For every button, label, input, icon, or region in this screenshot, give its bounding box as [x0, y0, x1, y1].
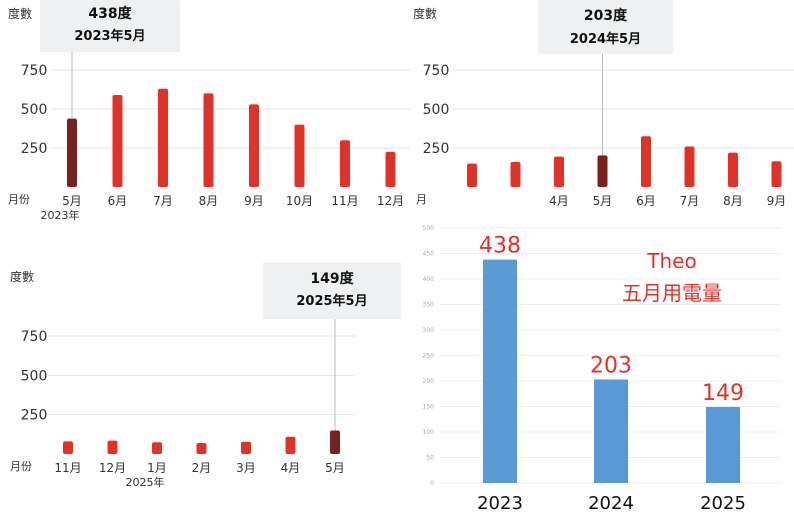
chart3-ytick-label: 500	[21, 368, 48, 384]
chart4-ytick-label: 350	[423, 302, 435, 309]
chart2-tooltip-date: 2024年5月	[570, 31, 641, 47]
chart4-ytick-label: 150	[423, 404, 435, 411]
chart4-annotation-line2: 五月用電量	[622, 281, 722, 305]
chart2-bar	[554, 156, 564, 187]
chart4-category-label: 2024	[588, 493, 634, 514]
chart2-bar	[597, 155, 608, 187]
chart1-category-label: 11月	[331, 194, 358, 208]
chart4-ytick-label: 400	[423, 276, 435, 283]
chart1-category-label: 9月	[244, 194, 264, 208]
chart1-year-label: 2023年	[41, 208, 80, 222]
chart3-category-label: 11月	[54, 461, 81, 475]
chart3-category-label: 5月	[325, 461, 345, 475]
chart1-xlabel: 月份	[8, 193, 30, 206]
chart2-ytick-label: 250	[423, 141, 450, 157]
chart3-tooltip-value: 149度	[310, 270, 354, 287]
chart3-ylabel: 度數	[10, 269, 34, 284]
chart2-tooltip-box	[538, 0, 673, 54]
chart3-tooltip-box	[263, 262, 401, 319]
chart3-category-label: 3月	[236, 461, 256, 475]
chart2-bar	[684, 146, 695, 187]
chart2-ylabel: 度數	[413, 6, 437, 21]
chart1-category-label: 6月	[108, 194, 128, 208]
chart4-category-label: 2025	[700, 493, 746, 514]
chart2-bar	[467, 163, 477, 187]
chart3-year-label: 2025年	[126, 475, 165, 489]
chart2-bar	[728, 152, 738, 187]
chart1-ytick-label: 750	[21, 63, 48, 79]
chart3-tooltip-date: 2025年5月	[296, 293, 367, 309]
chart1-bar	[340, 140, 350, 187]
chart2-category-label: 9月	[767, 194, 787, 208]
chart3-category-label: 2月	[192, 461, 212, 475]
chart2-category-label: 8月	[723, 194, 743, 208]
chart2-category-label: 7月	[680, 194, 700, 208]
chart4-ytick-label: 100	[423, 429, 435, 436]
chart1-ytick-label: 250	[21, 141, 48, 157]
chart3-bar	[330, 430, 340, 454]
chart3-ytick-label: 250	[21, 408, 48, 424]
chart2-category-label: 4月	[549, 194, 569, 208]
chart4-ytick-label: 0	[430, 480, 434, 487]
chart4-ytick-label: 500	[423, 225, 435, 232]
chart2-xlabel: 月	[416, 193, 427, 206]
chart1-bar	[203, 93, 214, 187]
chart2-bar	[641, 136, 651, 187]
chart3-bar	[241, 441, 251, 454]
chart1-bar	[294, 124, 305, 187]
chart3-bar	[107, 440, 118, 454]
chart4-bar	[706, 407, 740, 483]
chart1-tooltip-box	[40, 0, 180, 52]
chart4-ytick-label: 200	[423, 378, 435, 385]
chart3-category-label: 4月	[281, 461, 301, 475]
chart3-ytick-label: 750	[21, 329, 48, 345]
chart1-category-label: 8月	[199, 194, 219, 208]
chart1-bar	[67, 118, 77, 187]
chart2-ytick-label: 500	[423, 102, 450, 118]
chart4-ytick-label: 300	[423, 327, 435, 334]
chart1-category-label: 10月	[286, 194, 313, 208]
chart4-data-label: 203	[590, 353, 632, 378]
chart2-category-label: 5月	[593, 194, 613, 208]
chart4-bar	[483, 259, 517, 483]
chart4-annotation-line1: Theo	[646, 249, 696, 273]
chart4-data-label: 149	[702, 381, 744, 406]
chart1-ylabel: 度數	[8, 6, 32, 21]
chart1-ytick-label: 500	[21, 102, 48, 118]
chart3-bar	[285, 436, 296, 454]
chart2-category-label: 6月	[636, 194, 656, 208]
chart2-ytick-label: 750	[423, 63, 450, 79]
chart1-tooltip-value: 438度	[88, 5, 132, 22]
chart4-category-label: 2023	[477, 493, 523, 514]
chart1-category-label: 5月	[62, 194, 82, 208]
chart3-xlabel: 月份	[10, 460, 32, 473]
chart1-category-label: 12月	[377, 194, 404, 208]
chart1-bar	[112, 94, 123, 187]
chart1-bar	[158, 88, 168, 187]
chart1-bar	[249, 104, 259, 187]
chart4-bar	[594, 379, 628, 483]
chart3-bar	[196, 442, 207, 454]
chart3-bar	[152, 442, 162, 454]
chart1-bar	[385, 151, 396, 187]
chart1-category-label: 7月	[153, 194, 173, 208]
chart1-tooltip-date: 2023年5月	[74, 28, 145, 44]
chart3-category-label: 1月	[147, 461, 167, 475]
chart4-ytick-label: 250	[423, 353, 435, 360]
chart4-ytick-label: 50	[426, 455, 434, 462]
chart4-ytick-label: 450	[423, 251, 435, 258]
chart3-bar	[63, 441, 73, 454]
chart2-tooltip-value: 203度	[584, 7, 628, 24]
chart4-data-label: 438	[479, 234, 521, 259]
chart3-category-label: 12月	[99, 461, 126, 475]
chart2-bar	[510, 162, 521, 187]
chart2-bar	[771, 161, 782, 187]
